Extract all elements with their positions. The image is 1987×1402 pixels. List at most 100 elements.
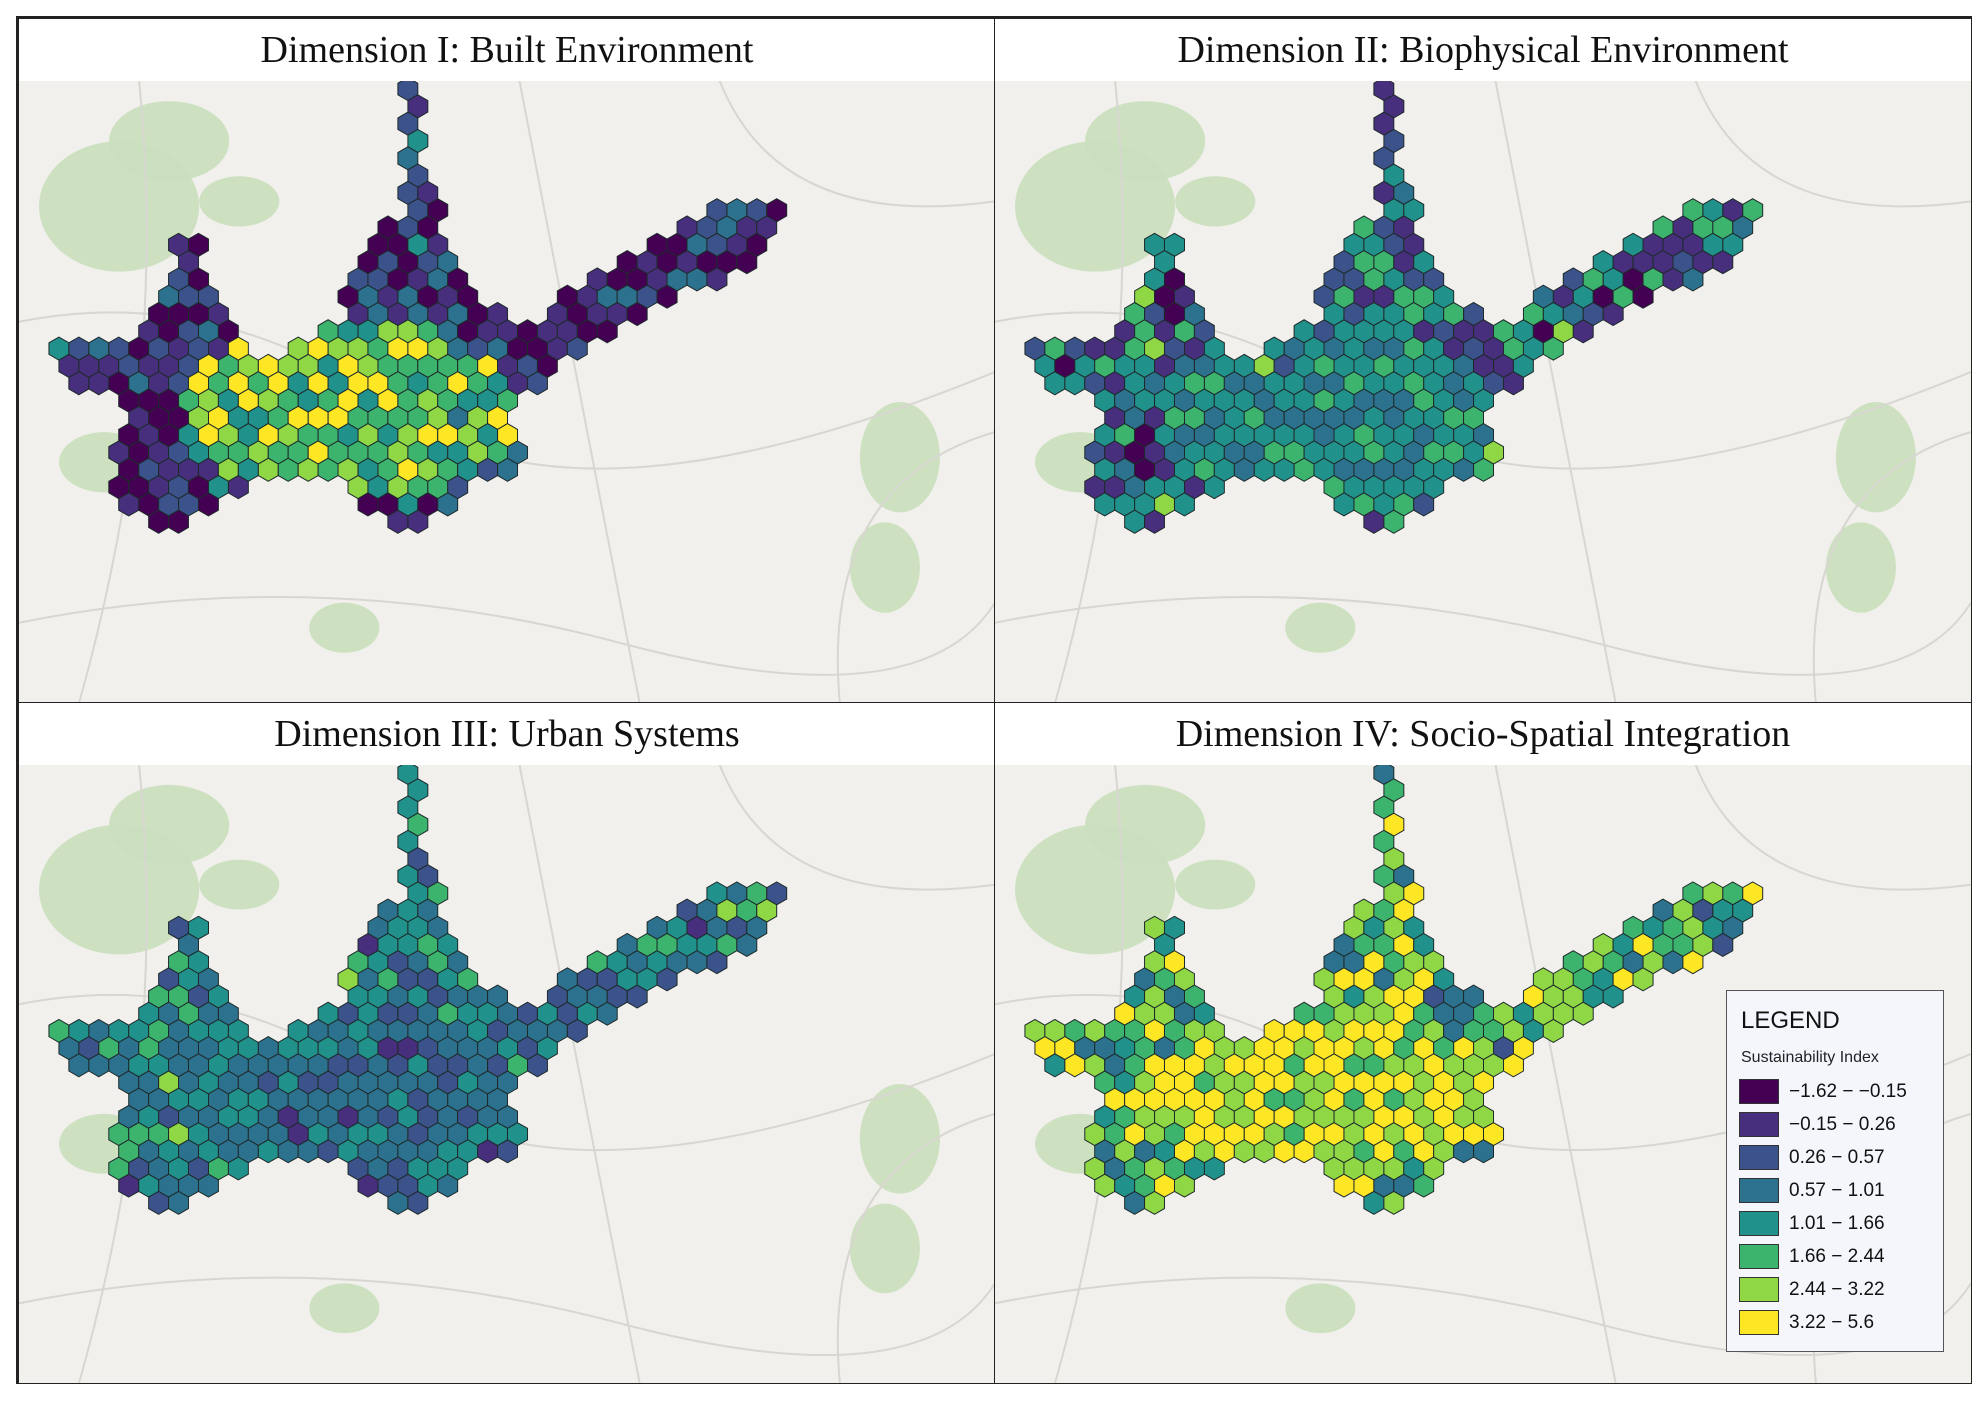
hex-cell: [1542, 336, 1564, 361]
legend-swatch: [1739, 1244, 1779, 1269]
hex-cell: [626, 301, 648, 327]
panel-title: Dimension II: Biophysical Environment: [995, 19, 1971, 82]
hex-cell: [1173, 1173, 1195, 1198]
hex-cell: [1632, 284, 1654, 309]
green-area: [109, 101, 230, 182]
hex-cell: [706, 950, 728, 975]
hex-cell: [227, 1156, 249, 1181]
legend-label: 0.57 − 1.01: [1789, 1179, 1885, 1201]
panel-urban-systems: Dimension III: Urban Systems: [18, 702, 996, 1384]
hex-cell: [1383, 509, 1405, 534]
panel-title: Dimension I: Built Environment: [19, 19, 995, 82]
hex-cell: [1144, 1190, 1165, 1215]
green-area: [1175, 176, 1256, 227]
green-area: [1175, 859, 1256, 910]
legend-label: −1.62 − −0.15: [1789, 1080, 1907, 1102]
legend-item: 1.66 − 2.44: [1739, 1240, 1931, 1273]
hex-cell: [168, 1190, 189, 1215]
legend-item: 2.44 − 3.22: [1739, 1273, 1931, 1306]
hex-cell: [566, 336, 588, 361]
hex-cell: [1602, 301, 1624, 327]
green-area: [1285, 602, 1356, 653]
hex-cell: [437, 492, 459, 517]
hex-map-svg: [19, 765, 995, 1383]
hex-cell: [1572, 1001, 1594, 1026]
hex-cell: [1712, 249, 1734, 275]
hex-cell: [566, 1018, 588, 1043]
legend-item: 1.01 − 1.66: [1739, 1207, 1931, 1240]
hex-cell: [656, 967, 678, 992]
legend-swatch: [1739, 1310, 1779, 1335]
hex-cell: [1602, 984, 1624, 1009]
green-area: [1085, 101, 1206, 182]
road: [836, 1112, 995, 1383]
legend-label: 1.01 − 1.66: [1789, 1212, 1885, 1234]
hex-map[interactable]: [19, 81, 995, 703]
road: [1694, 81, 1971, 208]
hex-cell: [197, 492, 219, 517]
hex-cell: [227, 474, 249, 500]
green-area: [109, 784, 230, 865]
hex-cell: [1203, 474, 1225, 500]
legend-label: 0.26 − 0.57: [1789, 1146, 1885, 1168]
hex-cell: [1503, 371, 1524, 396]
legend-label: 3.22 − 5.6: [1789, 1311, 1875, 1333]
legend-classes: −1.62 − −0.15 −0.15 − 0.26 0.26 − 0.57 0.57…: [1739, 1075, 1931, 1339]
road: [1812, 431, 1971, 703]
hex-cell: [1572, 319, 1594, 344]
green-area: [199, 859, 280, 910]
hex-cell: [1144, 509, 1165, 534]
hex-cell: [736, 249, 758, 275]
legend-item: −0.15 − 0.26: [1739, 1108, 1931, 1141]
hex-cell: [706, 267, 728, 292]
hex-cell: [1682, 950, 1704, 975]
legend-swatch: [1739, 1079, 1779, 1104]
hex-cell: [596, 319, 618, 344]
hex-cell: [407, 509, 429, 534]
panel-built-environment: Dimension I: Built Environment: [18, 18, 996, 704]
hex-cell: [1632, 967, 1654, 992]
hex-cell: [1682, 267, 1704, 292]
legend-title: LEGEND: [1741, 1007, 1840, 1034]
hex-cell: [1383, 1190, 1405, 1215]
hex-cell: [1503, 1053, 1524, 1078]
hex-cell: [1473, 1139, 1495, 1164]
green-area: [859, 1083, 940, 1194]
hex-cell: [1413, 492, 1435, 517]
road: [718, 81, 995, 208]
hex-cell: [736, 932, 758, 957]
green-area: [1285, 1283, 1356, 1334]
hex-cell: [527, 371, 548, 396]
hex-cell: [168, 509, 189, 534]
road: [995, 595, 1971, 676]
hex-cell: [407, 1190, 429, 1215]
legend-swatch: [1739, 1277, 1779, 1302]
hex-map-svg: [995, 81, 1971, 703]
hex-cell: [626, 984, 648, 1009]
hex-cell: [197, 1173, 219, 1198]
legend-label: −0.15 − 0.26: [1789, 1113, 1896, 1135]
legend-item: 0.26 − 0.57: [1739, 1141, 1931, 1174]
road: [718, 765, 995, 891]
legend-label: 2.44 − 3.22: [1789, 1278, 1885, 1300]
legend-label: 1.66 − 2.44: [1789, 1245, 1885, 1267]
hex-map-svg: [19, 81, 995, 703]
green-area: [1085, 784, 1206, 865]
green-area: [859, 402, 940, 513]
hex-cell: [497, 457, 519, 482]
hex-grid: [1024, 765, 1764, 1215]
hex-cell: [1473, 457, 1495, 482]
green-area: [849, 522, 920, 613]
map-legend: LEGEND Sustainability Index −1.62 − −0.1…: [1726, 990, 1944, 1352]
legend-swatch: [1739, 1178, 1779, 1203]
hex-cell: [1542, 1018, 1564, 1043]
panel-title: Dimension III: Urban Systems: [19, 703, 995, 766]
hex-map[interactable]: [995, 81, 1971, 703]
road: [1694, 765, 1971, 891]
legend-subtitle: Sustainability Index: [1741, 1049, 1879, 1066]
hex-map[interactable]: [19, 765, 995, 1383]
green-area: [1835, 402, 1916, 513]
hex-grid: [48, 765, 788, 1215]
hex-cell: [437, 1173, 459, 1198]
road: [19, 595, 995, 676]
